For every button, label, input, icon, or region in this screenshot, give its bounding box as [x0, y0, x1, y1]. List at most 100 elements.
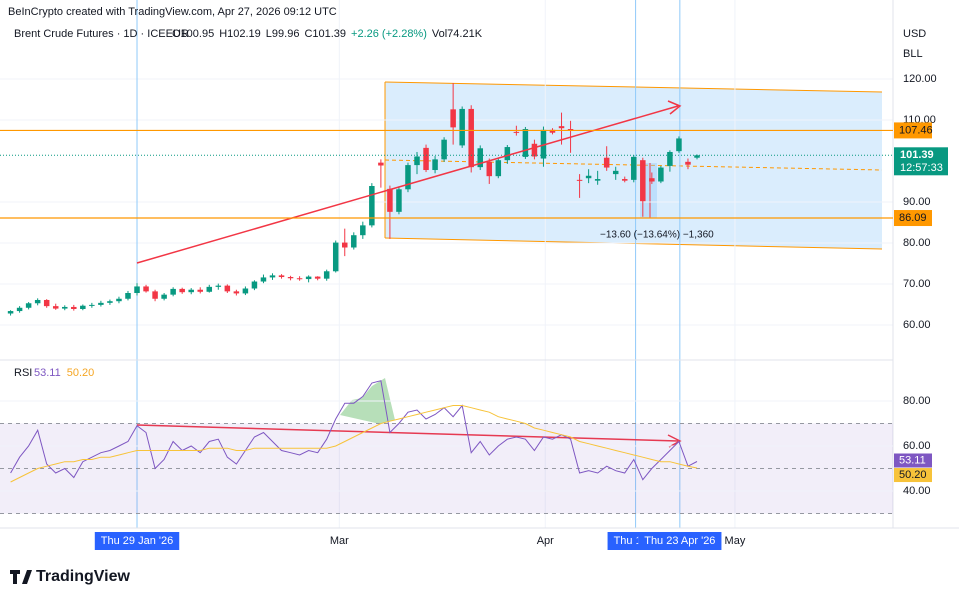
unit: BLL	[903, 48, 923, 60]
level-label: 86.09	[899, 212, 927, 224]
logo-icon	[10, 570, 32, 584]
ohlc-value: O100.95	[172, 28, 214, 40]
y-tick-label: 70.00	[903, 278, 931, 290]
change: +2.26 (+2.28%)	[351, 28, 427, 40]
rsi-tag-label: 50.20	[899, 469, 927, 481]
candle-body	[441, 139, 447, 160]
candle-body	[296, 278, 303, 280]
candle-body	[143, 286, 149, 292]
rsi-band	[0, 423, 893, 514]
candle-body	[89, 304, 95, 306]
rsi-tag	[894, 453, 932, 468]
candle-body	[558, 126, 565, 129]
legend-entry: 50.20	[67, 367, 95, 379]
measure-label: −13.60 (−13.64%) −1,360	[600, 230, 714, 241]
candle-body	[251, 281, 258, 289]
candle-body	[405, 165, 411, 190]
x-tick-label: Thu 29 Jan '26	[101, 535, 173, 547]
ohlc-value: L99.96	[266, 28, 300, 40]
candle-body	[513, 131, 520, 133]
last-price-tag	[894, 147, 948, 176]
ohlc-value: C101.39	[304, 28, 346, 40]
candle-body	[197, 289, 203, 292]
candle-body	[450, 109, 456, 128]
candle-body	[495, 160, 502, 177]
candle-body	[242, 288, 249, 294]
candle-body	[116, 298, 122, 302]
y-tick-label: 60.00	[903, 319, 931, 331]
candle-body	[52, 306, 59, 309]
candle-body	[567, 129, 574, 131]
candle-body	[233, 291, 240, 294]
candle-body	[98, 302, 104, 305]
channel-bottom	[384, 237, 883, 250]
price-pane	[0, 0, 893, 528]
rsi-tag-label: 53.11	[899, 454, 926, 466]
y-tick-label: 40.00	[903, 485, 931, 497]
candle-body	[323, 271, 330, 279]
candle-body	[378, 162, 384, 166]
y-tick-label: 60.00	[903, 440, 931, 452]
y-tick-label: 80.00	[903, 237, 931, 249]
candle-body	[531, 143, 538, 157]
candle-body	[287, 277, 294, 279]
candle-body	[468, 108, 474, 168]
candle-body	[594, 179, 601, 181]
candle-body	[423, 147, 429, 171]
candle-body	[694, 155, 700, 158]
level-tag	[894, 122, 932, 139]
candle-body	[206, 286, 213, 292]
candle-body	[486, 161, 493, 177]
candle-body	[387, 188, 393, 212]
candle-body	[522, 129, 529, 157]
candle-body	[170, 288, 176, 295]
arrow-head	[667, 100, 682, 115]
candle-body	[134, 286, 140, 294]
candle-body	[179, 288, 185, 293]
x-tick-highlight	[638, 532, 722, 550]
candle-body	[332, 242, 339, 272]
x-tick-label: Mar	[330, 535, 349, 547]
candle-body	[224, 285, 231, 292]
trend-arrow	[136, 105, 679, 264]
y-tick-label: 120.00	[903, 73, 937, 85]
credit: BeInCrypto created with TradingView.com,…	[8, 6, 337, 18]
candle-body	[305, 276, 312, 280]
candle-body	[125, 293, 131, 299]
channel-top	[384, 81, 883, 93]
candle-body	[107, 301, 113, 303]
candle-body	[260, 277, 267, 282]
candle-body	[25, 303, 32, 308]
candle-body	[369, 186, 375, 226]
candle-body	[576, 179, 583, 181]
ohlc-value: H102.19	[219, 28, 261, 40]
candle-body	[278, 275, 285, 278]
last-price-label: 101.39	[900, 149, 934, 161]
candle-body	[667, 151, 673, 166]
currency: USD	[903, 28, 926, 40]
candle-body	[612, 170, 619, 175]
candle-body	[459, 108, 465, 146]
candle-body	[314, 276, 321, 279]
candle-body	[71, 306, 77, 309]
candle-body	[351, 235, 357, 248]
candle-body	[621, 179, 628, 181]
rsi-line	[10, 380, 698, 481]
legend-entry: 53.11	[34, 367, 61, 379]
candle-body	[676, 138, 682, 152]
level-label: 107.46	[899, 124, 933, 136]
candle-body	[62, 306, 68, 309]
candle-body	[540, 129, 547, 159]
candle-body	[504, 147, 511, 161]
candle-body	[34, 299, 41, 304]
x-tick-label: Thu 23 Apr '26	[644, 535, 715, 547]
x-tick-highlight	[94, 532, 180, 550]
candle-body	[43, 299, 50, 307]
candle-body	[215, 285, 222, 287]
candle-body	[549, 129, 556, 133]
y-tick-label: 80.00	[903, 395, 931, 407]
countdown: 12:57:33	[900, 162, 943, 174]
candle-body	[631, 156, 637, 180]
x-tick-label: Apr	[537, 535, 554, 547]
